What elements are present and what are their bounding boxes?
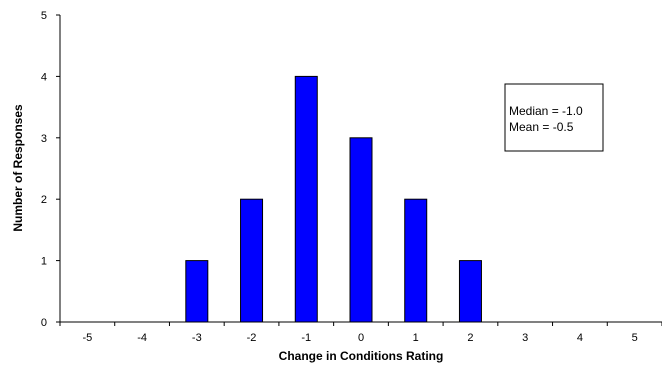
bar-0 xyxy=(349,137,373,323)
y-axis-title: Number of Responses xyxy=(11,104,25,232)
bar--3 xyxy=(185,260,209,323)
x-ticks-layer: -5 -4 -3 -2 -1 0 1 2 3 4 5 xyxy=(59,322,662,344)
y-tick-label: 4 xyxy=(41,71,47,83)
y-tick-label: 1 xyxy=(41,256,47,268)
bar-2 xyxy=(458,260,482,323)
bar--1 xyxy=(294,75,318,323)
x-axis-title: Change in Conditions Rating xyxy=(279,349,444,363)
median-label: Median = -1.0 xyxy=(509,104,583,118)
x-tick-label: 0 xyxy=(358,332,364,344)
x-tick-label: -1 xyxy=(301,332,311,344)
x-tick-label: 4 xyxy=(577,332,583,344)
bars-layer xyxy=(185,75,482,323)
stats-annotation-box: Median = -1.0 Mean = -0.5 xyxy=(504,83,604,152)
x-tick-label: -2 xyxy=(247,332,257,344)
bar-1 xyxy=(404,198,428,323)
x-tick-label: -4 xyxy=(137,332,147,344)
y-tick-label: 0 xyxy=(41,317,47,329)
x-tick-label: -3 xyxy=(192,332,202,344)
x-tick-label: 1 xyxy=(413,332,419,344)
x-tick-label: 2 xyxy=(467,332,473,344)
x-tick-label: 5 xyxy=(632,332,638,344)
y-tick-label: 2 xyxy=(41,194,47,206)
mean-label: Mean = -0.5 xyxy=(509,120,574,134)
bar--2 xyxy=(240,198,264,323)
axes-layer xyxy=(59,15,662,323)
x-tick-label: 3 xyxy=(522,332,528,344)
y-tick-label: 3 xyxy=(41,133,47,145)
y-tick-label: 5 xyxy=(41,10,47,22)
y-ticks-layer: 0 1 2 3 4 5 xyxy=(41,10,60,329)
x-tick-label: -5 xyxy=(82,332,92,344)
